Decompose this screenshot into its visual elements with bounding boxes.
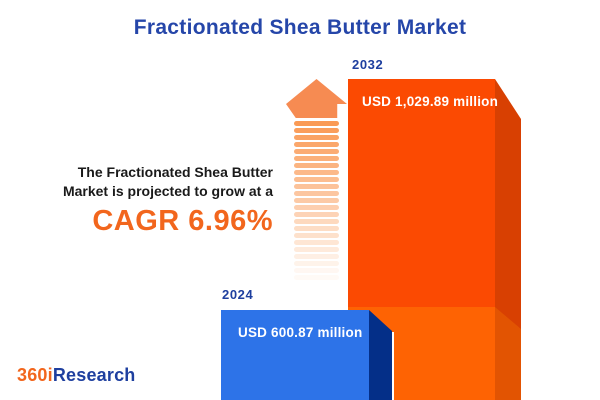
arrow-dashed-tail	[294, 121, 339, 286]
bar-2024-side-gap	[392, 332, 394, 400]
projection-line-1: The Fractionated Shea Butter	[77, 164, 273, 180]
arrow-stripe	[294, 149, 339, 154]
arrow-stripe	[294, 121, 339, 126]
page-title: Fractionated Shea Butter Market	[133, 16, 467, 39]
cagr-value: CAGR 6.96%	[92, 205, 273, 237]
arrow-stripe	[294, 177, 339, 182]
arrow-stripe	[294, 261, 339, 266]
arrow-stripe	[294, 170, 339, 175]
arrow-stripe	[294, 163, 339, 168]
logo-prefix: 360i	[17, 365, 53, 385]
arrow-stripe	[294, 156, 339, 161]
arrow-stripe	[294, 247, 339, 252]
bar-2024-front-face	[221, 310, 369, 400]
bar-2032-value-label: USD 1,029.89 million	[362, 94, 499, 109]
arrow-stripe	[294, 184, 339, 189]
arrow-stripe	[294, 191, 339, 196]
bar-2032-side-face	[495, 79, 521, 400]
arrow-stripe	[294, 254, 339, 259]
bar-2024-value-label: USD 600.87 million	[238, 325, 363, 340]
logo-360iresearch: 360iResearch	[17, 365, 136, 386]
arrow-stripe	[294, 198, 339, 203]
projection-line-2: Market is projected to grow at a	[62, 183, 273, 199]
up-arrow-icon	[286, 79, 347, 118]
arrow-stripe	[294, 233, 339, 238]
arrow-stripe	[294, 205, 339, 210]
arrow-stripe	[294, 275, 339, 280]
arrow-stripe	[294, 226, 339, 231]
arrow-stripe	[294, 219, 339, 224]
arrow-stripe	[294, 142, 339, 147]
arrow-stripe	[294, 268, 339, 273]
arrow-stripe	[294, 128, 339, 133]
bar-2032-front-upper	[348, 79, 495, 307]
arrow-stripe	[294, 135, 339, 140]
arrow-stripe	[294, 240, 339, 245]
bar-2024-side-face	[369, 310, 392, 400]
arrow-stripe	[294, 212, 339, 217]
bar-2024-year-label: 2024	[222, 287, 254, 302]
logo-suffix: Research	[52, 365, 136, 385]
projection-text-block: The Fractionated Shea Butter Market is p…	[13, 163, 273, 238]
bar-2032-year-label: 2032	[352, 57, 384, 72]
